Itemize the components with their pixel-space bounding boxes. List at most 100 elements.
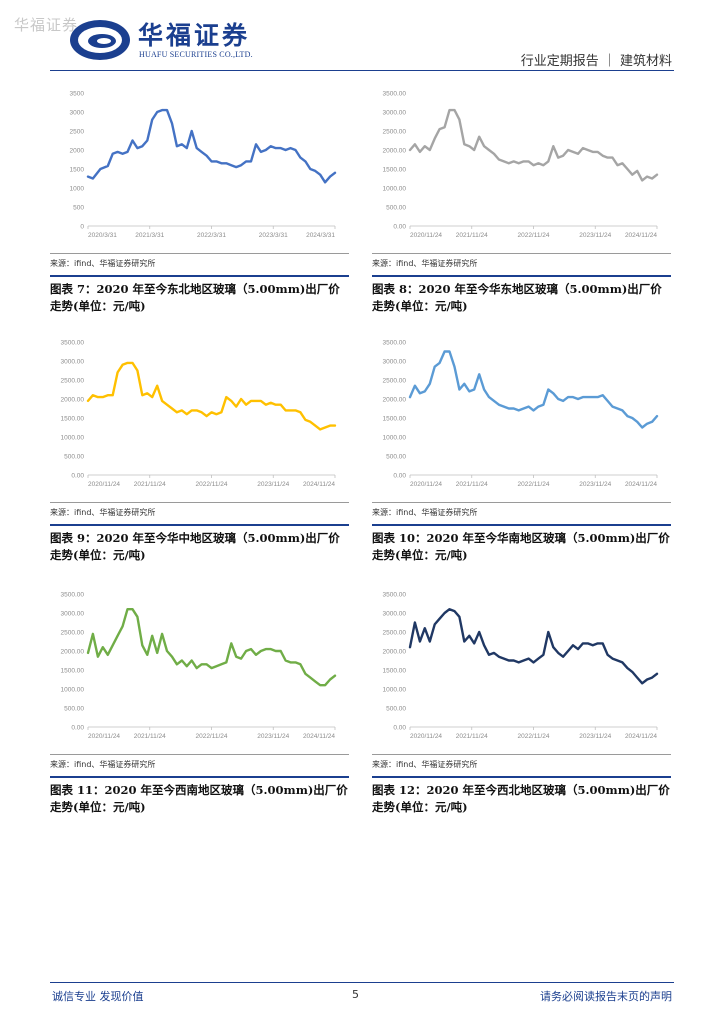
y-tick-label: 1000 (70, 186, 85, 193)
x-tick-label: 2021/11/24 (456, 733, 488, 740)
x-tick-label: 2022/11/24 (195, 733, 227, 740)
y-tick-label: 3500.00 (383, 592, 407, 599)
x-tick-label: 2024/11/24 (303, 733, 335, 740)
y-tick-label: 1500.00 (61, 668, 85, 675)
caption-rule (50, 275, 349, 277)
x-tick-label: 2020/11/24 (410, 733, 442, 740)
y-tick-label: 500.00 (386, 454, 406, 461)
source-rule (372, 502, 671, 503)
y-tick-label: 500.00 (64, 454, 84, 461)
figure-11: 0.00 500.00 1000.00 1500.00 2000.00 2500.00 30… (50, 586, 349, 836)
price-series-line (408, 108, 659, 182)
y-tick-label: 3000 (70, 110, 85, 117)
source-rule (50, 754, 349, 755)
y-tick-label: 0 (80, 224, 84, 231)
y-tick-label: 3000.00 (383, 110, 407, 117)
x-tick-label: 2022/11/24 (195, 481, 227, 488)
figure-caption: 图表 9：2020 年至今华中地区玻璃（5.00mm)出厂价走势(单位：元/吨) (50, 531, 340, 562)
chart-9: 0.00 500.00 1000.00 1500.00 2000.00 2500.00 30… (61, 340, 337, 488)
figure-caption: 图表 10：2020 年至今华南地区玻璃（5.00mm)出厂价走势(单位：元/吨… (372, 531, 670, 562)
y-tick-label: 2500.00 (383, 129, 407, 136)
x-tick-label: 2020/11/24 (88, 733, 120, 740)
y-tick-label: 1500.00 (61, 416, 85, 423)
y-tick-label: 1000.00 (61, 435, 85, 442)
y-tick-label: 3000.00 (383, 611, 407, 618)
figure-source: 来源：ifind、华福证券研究所 (50, 508, 156, 517)
y-tick-label: 2500.00 (383, 378, 407, 385)
price-series-line (86, 108, 337, 184)
y-tick-label: 3500.00 (61, 340, 85, 347)
caption-rule (372, 275, 671, 277)
logo-en-text: HUAFU SECURITIES CO.,LTD. (139, 50, 253, 59)
caption-rule (372, 524, 671, 526)
chart-12: 0.00 500.00 1000.00 1500.00 2000.00 2500.00 30… (383, 592, 659, 740)
y-tick-label: 3000.00 (61, 611, 85, 618)
x-tick-label: 2021/11/24 (456, 481, 488, 488)
figure-source: 来源：ifind、华福证券研究所 (50, 259, 156, 268)
x-tick-label: 2022/11/24 (517, 232, 549, 239)
x-tick-label: 2023/11/24 (257, 481, 289, 488)
x-tick-label: 2023/11/24 (257, 733, 289, 740)
y-tick-label: 0.00 (393, 725, 406, 732)
price-series-line (86, 608, 337, 687)
y-tick-label: 3500.00 (383, 340, 407, 347)
y-tick-label: 3500.00 (383, 91, 407, 98)
y-tick-label: 0.00 (71, 473, 84, 480)
x-tick-label: 2022/11/24 (517, 481, 549, 488)
y-tick-label: 1000.00 (383, 186, 407, 193)
huafu-logo (70, 20, 130, 60)
figure-source: 来源：ifind、华福证券研究所 (372, 760, 478, 769)
x-tick-label: 2024/3/31 (306, 232, 335, 239)
y-tick-label: 2000.00 (383, 649, 407, 656)
x-tick-label: 2024/11/24 (303, 481, 335, 488)
x-tick-label: 2021/11/24 (456, 232, 488, 239)
source-rule (372, 754, 671, 755)
y-tick-label: 1000.00 (61, 687, 85, 694)
watermark-text: 华福证券 (14, 16, 79, 34)
y-tick-label: 2000 (70, 148, 85, 155)
figure-12: 0.00 500.00 1000.00 1500.00 2000.00 2500.00 30… (372, 586, 671, 836)
x-tick-label: 2022/11/24 (517, 733, 549, 740)
x-tick-label: 2022/3/31 (197, 232, 226, 239)
y-tick-label: 500.00 (64, 706, 84, 713)
y-tick-label: 0.00 (393, 473, 406, 480)
y-tick-label: 3000.00 (383, 359, 407, 366)
figure-8: 0.00 500.00 1000.00 1500.00 2000.00 2500.00 30… (372, 85, 671, 335)
chart-7: 0 500 1000 1500 2000 2500 3000 3500 2020/3/31 202… (70, 91, 337, 239)
y-tick-label: 2500.00 (61, 378, 85, 385)
figure-7: 0 500 1000 1500 2000 2500 3000 3500 2020/3/31 202… (50, 85, 349, 335)
x-tick-label: 2020/11/24 (410, 232, 442, 239)
chart-8: 0.00 500.00 1000.00 1500.00 2000.00 2500.00 30… (383, 91, 659, 239)
x-tick-label: 2021/11/24 (134, 733, 166, 740)
figure-caption: 图表 8：2020 年至今华东地区玻璃（5.00mm)出厂价走势(单位：元/吨) (372, 282, 662, 313)
x-tick-label: 2023/11/24 (579, 733, 611, 740)
price-series-line (86, 361, 337, 431)
y-tick-label: 2500 (70, 129, 85, 136)
figure-caption: 图表 12：2020 年至今西北地区玻璃（5.00mm)出厂价走势(单位：元/吨… (372, 783, 670, 814)
y-tick-label: 3500 (70, 91, 85, 98)
y-tick-label: 2000.00 (61, 397, 85, 404)
caption-rule (372, 776, 671, 778)
y-tick-label: 1500.00 (383, 416, 407, 423)
source-rule (50, 253, 349, 254)
chart-10: 0.00 500.00 1000.00 1500.00 2000.00 2500.00 30… (383, 340, 659, 488)
y-tick-label: 0.00 (71, 725, 84, 732)
chart-11: 0.00 500.00 1000.00 1500.00 2000.00 2500.00 30… (61, 592, 337, 740)
footer-disclaimer: 请务必阅读报告末页的声明 (540, 990, 672, 1003)
x-tick-label: 2021/11/24 (134, 481, 166, 488)
x-tick-label: 2023/11/24 (579, 481, 611, 488)
y-tick-label: 1500.00 (383, 668, 407, 675)
y-tick-label: 1000.00 (383, 435, 407, 442)
figure-source: 来源：ifind、华福证券研究所 (372, 259, 478, 268)
y-tick-label: 3500.00 (61, 592, 85, 599)
source-rule (50, 502, 349, 503)
footer-rule (50, 982, 674, 983)
y-tick-label: 2000.00 (383, 148, 407, 155)
source-rule (372, 253, 671, 254)
x-tick-label: 2024/11/24 (625, 481, 657, 488)
logo-cn-text: 华福证券 (138, 21, 251, 50)
header-rule (50, 70, 674, 71)
figure-9: 0.00 500.00 1000.00 1500.00 2000.00 2500.00 30… (50, 334, 349, 584)
y-tick-label: 500.00 (386, 706, 406, 713)
footer-slogan: 诚信专业 发现价值 (52, 990, 144, 1003)
